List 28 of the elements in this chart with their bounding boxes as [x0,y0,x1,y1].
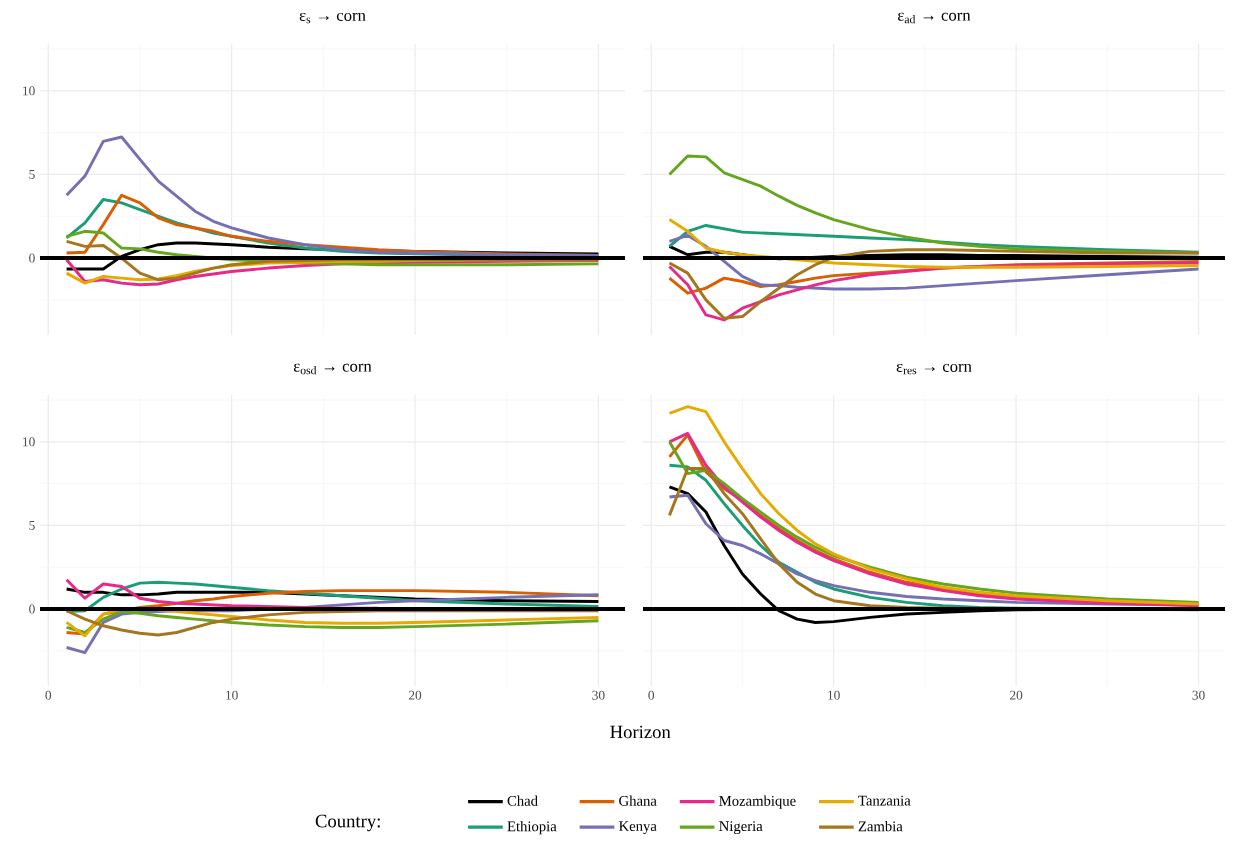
x-tick-label: 30 [1192,690,1205,700]
x-tick-label: 20 [1010,690,1023,700]
x-tick-label: 30 [592,690,605,700]
y-tick-label: 5 [29,520,35,530]
chart-title: ε$_{res}$ → corn [896,363,972,375]
x-tick-label: 0 [648,690,655,700]
chart-title: ε$_{s}$ → corn [299,12,366,24]
legend-label: Ethiopia [507,820,557,835]
y-tick-label: 0 [29,604,35,614]
y-tick-label: 0 [29,253,35,263]
y-tick-label: 5 [29,169,35,179]
legend-label: Tanzania [858,795,911,806]
y-tick-label: 10 [23,437,35,447]
legend-title: Country: [315,814,380,832]
x-tick-label: 10 [226,690,238,700]
chart-title: ε$_{osd}$ → corn [293,363,372,375]
legend-label: Chad [507,795,538,806]
legend-label: Nigeria [719,821,763,835]
legend-label: Zambia [858,820,903,832]
x-tick-label: 20 [408,690,422,700]
x-tick-label: 0 [45,690,52,700]
x-axis-title: Horizon [610,725,671,739]
legend-label: Mozambique [719,795,796,809]
chart-title: ε$_{ad}$ → corn [898,12,971,24]
y-tick-label: 10 [23,86,35,96]
x-tick-label: 10 [828,690,840,700]
legend-label: Ghana [619,795,657,806]
legend-label: Kenya [619,821,657,835]
